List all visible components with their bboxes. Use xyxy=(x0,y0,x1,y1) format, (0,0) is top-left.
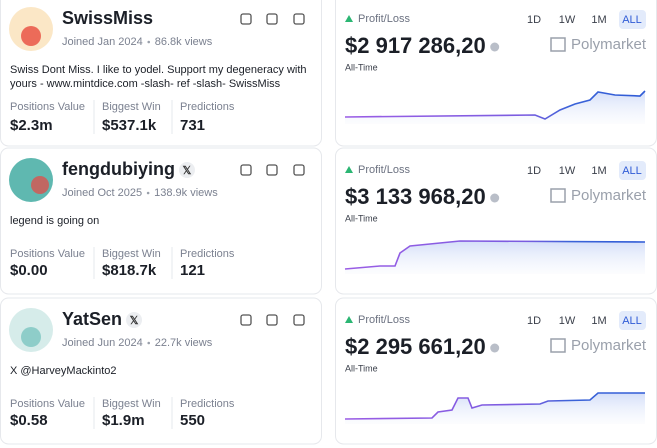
pnl-amount: $2 295 661,20 xyxy=(345,334,486,359)
brand: Polymarket xyxy=(571,36,647,53)
verified-badge xyxy=(178,162,195,178)
profile-name: fengdubiying xyxy=(62,159,175,179)
pnl-line xyxy=(344,240,646,270)
action-icon[interactable] xyxy=(266,314,278,326)
bio: yours - www.mintdice.com -slash- ref -sl… xyxy=(10,78,281,90)
stat-value: 121 xyxy=(180,262,205,279)
action-icon[interactable] xyxy=(293,164,305,176)
stat-label: Biggest Win xyxy=(102,248,161,260)
views: 22.7k views xyxy=(155,337,213,349)
range-tab[interactable]: 1M xyxy=(591,165,606,177)
period: All-Time xyxy=(345,62,378,72)
action-icon[interactable] xyxy=(266,13,278,25)
range-tab[interactable]: 1W xyxy=(559,315,576,327)
stat-label: Positions Value xyxy=(10,398,85,410)
brand: Polymarket xyxy=(571,337,647,354)
views: 86.8k views xyxy=(155,36,213,48)
range-tab[interactable]: 1W xyxy=(559,165,576,177)
stat-value: $818.7k xyxy=(102,262,157,279)
stat-value: $2.3m xyxy=(10,117,53,134)
action-icon[interactable] xyxy=(240,13,252,25)
pnl-area xyxy=(345,91,645,124)
joined: Joined Jun 2024 xyxy=(62,337,143,349)
profile-name: SwissMiss xyxy=(62,8,153,28)
pnl-amount: $3 133 968,20 xyxy=(345,184,486,209)
brand-logo xyxy=(550,37,566,52)
stat-label: Biggest Win xyxy=(102,101,161,113)
verified-badge xyxy=(126,312,143,328)
brand-logo xyxy=(550,188,566,203)
avatar-detail xyxy=(31,176,49,194)
dot xyxy=(146,191,150,195)
views: 138.9k views xyxy=(154,187,218,199)
pnl-label: Profit/Loss xyxy=(358,164,410,176)
period: All-Time xyxy=(345,363,378,373)
up-arrow xyxy=(345,15,353,22)
verified-x: 𝕏 xyxy=(130,315,139,327)
action-icon[interactable] xyxy=(240,314,252,326)
info-icon xyxy=(490,343,500,353)
range-tab[interactable]: 1D xyxy=(527,315,541,327)
bio: Swiss Dont Miss. I like to yodel. Suppor… xyxy=(10,64,307,76)
stat-label: Predictions xyxy=(180,101,235,113)
profile-name: YatSen xyxy=(62,309,122,329)
dot xyxy=(147,341,151,345)
range-tab[interactable]: 1M xyxy=(591,14,606,26)
stat-value: $537.1k xyxy=(102,117,157,134)
stat-label: Biggest Win xyxy=(102,398,161,410)
action-icon[interactable] xyxy=(266,164,278,176)
info-icon xyxy=(490,193,500,203)
joined: Joined Oct 2025 xyxy=(62,187,142,199)
sparklines xyxy=(344,90,646,424)
profile-card xyxy=(0,147,322,295)
verified-x: 𝕏 xyxy=(183,165,192,177)
tab-active xyxy=(619,10,646,29)
bio: legend is going on xyxy=(10,215,99,227)
bio: X @HarveyMackinto2 xyxy=(10,365,117,377)
pnl-line xyxy=(344,90,646,120)
up-arrow xyxy=(345,316,353,323)
stat-value: 731 xyxy=(180,117,205,134)
period: All-Time xyxy=(345,213,378,223)
avatar-detail xyxy=(21,26,41,46)
stat-label: Positions Value xyxy=(10,248,85,260)
stat-label: Positions Value xyxy=(10,101,85,113)
pnl-amount: $2 917 286,20 xyxy=(345,33,486,58)
stat-value: $0.00 xyxy=(10,262,48,279)
stat-value: 550 xyxy=(180,412,205,429)
pnl-label: Profit/Loss xyxy=(358,13,410,25)
row: SwissMiss Joined Jan 2024 86.8k views Swiss… xyxy=(0,0,657,147)
stat-value: $1.9m xyxy=(102,412,145,429)
range-tab[interactable]: 1D xyxy=(527,165,541,177)
action-icon[interactable] xyxy=(240,164,252,176)
pnl-area xyxy=(345,241,645,274)
range-tab[interactable]: ALL xyxy=(622,315,642,327)
profile-card xyxy=(0,0,322,147)
pnl-label: Profit/Loss xyxy=(358,314,410,326)
info-icon xyxy=(490,42,500,52)
range-tab[interactable]: 1W xyxy=(559,14,576,26)
range-tab[interactable]: ALL xyxy=(622,14,642,26)
range-tab[interactable]: 1M xyxy=(591,315,606,327)
stat-label: Predictions xyxy=(180,248,235,260)
action-icon[interactable] xyxy=(293,13,305,25)
dot xyxy=(147,40,151,44)
profile-card xyxy=(0,297,322,445)
pnl-line xyxy=(344,392,645,420)
brand-logo xyxy=(550,338,566,353)
action-icon[interactable] xyxy=(293,314,305,326)
brand: Polymarket xyxy=(571,187,647,204)
stat-value: $0.58 xyxy=(10,412,48,429)
up-arrow xyxy=(345,166,353,173)
range-tab[interactable]: ALL xyxy=(622,165,642,177)
joined: Joined Jan 2024 xyxy=(62,36,143,48)
range-tab[interactable]: 1D xyxy=(527,14,541,26)
avatar-detail xyxy=(21,327,41,347)
tab-active xyxy=(619,311,646,330)
tab-active xyxy=(619,161,646,180)
stat-label: Predictions xyxy=(180,398,235,410)
